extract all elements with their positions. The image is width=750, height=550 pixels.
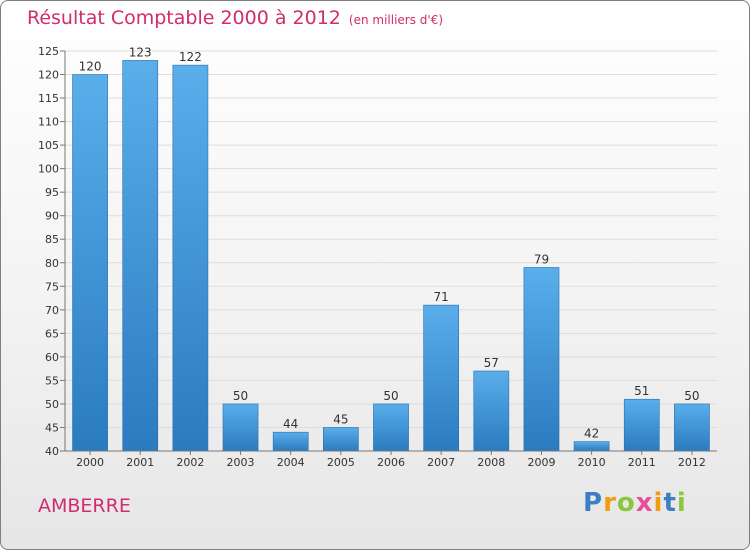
y-tick-label: 115 — [38, 92, 59, 105]
proxiti-logo: Proxiti — [583, 488, 687, 518]
bar-value-label: 50 — [684, 389, 699, 403]
bar-value-label: 79 — [534, 252, 549, 266]
x-tick-label: 2005 — [327, 456, 355, 469]
x-tick-label: 2004 — [277, 456, 305, 469]
bar — [523, 267, 560, 452]
title-text: Résultat Comptable 2000 à 2012 — [27, 7, 341, 29]
bars: 120 123 122 50 44 45 50 71 57 79 42 51 50 — [72, 45, 710, 452]
logo-letter: P — [583, 488, 604, 518]
title-unit: (en milliers d'€) — [348, 13, 444, 27]
bar — [72, 74, 108, 452]
bar-value-label: 71 — [434, 290, 449, 304]
bar — [172, 64, 209, 452]
y-tick-label: 110 — [38, 116, 59, 129]
y-tick-label: 80 — [45, 257, 59, 270]
y-tick-label: 105 — [38, 139, 59, 152]
x-tick-label: 2007 — [427, 456, 455, 469]
bar-value-label: 120 — [79, 60, 102, 74]
logo-letter: o — [616, 488, 636, 518]
logo-letter: t — [663, 488, 677, 518]
bar-chart: 4045505560657075808590951001051101151201… — [38, 45, 717, 469]
x-tick-label: 2009 — [527, 456, 555, 469]
y-tick-label: 45 — [45, 421, 59, 434]
bar — [373, 403, 409, 452]
x-tick-label: 2010 — [578, 456, 606, 469]
x-tick-label: 2003 — [227, 456, 255, 469]
bar — [222, 403, 259, 452]
x-tick-label: 2001 — [126, 456, 154, 469]
y-tick-label: 125 — [38, 45, 59, 58]
logo-letter: r — [603, 488, 617, 518]
y-tick-label: 95 — [45, 186, 59, 199]
bar — [272, 431, 309, 452]
city-name: AMBERRE — [38, 495, 131, 517]
y-tick-label: 90 — [45, 210, 59, 223]
bar — [473, 370, 510, 452]
y-axis: 40 45 50 55 60 65 70 75 80 85 90 95 100 105 110 115 120 1… — [38, 45, 66, 458]
y-tick-label: 120 — [38, 69, 59, 82]
bar-value-label: 50 — [233, 389, 248, 403]
bar — [674, 403, 710, 452]
chart-title: Résultat Comptable 2000 à 2012 (en millie… — [27, 7, 443, 29]
bar-value-label: 50 — [383, 389, 398, 403]
logo-letter: i — [653, 488, 664, 518]
y-tick-label: 60 — [45, 351, 59, 364]
bar-value-label: 51 — [634, 384, 649, 398]
bar-value-label: 42 — [584, 427, 599, 441]
bar-value-label: 122 — [179, 50, 202, 64]
bar — [623, 398, 660, 452]
x-tick-label: 2011 — [628, 456, 656, 469]
x-tick-label: 2002 — [176, 456, 204, 469]
y-tick-label: 50 — [45, 398, 59, 411]
y-tick-label: 70 — [45, 304, 59, 317]
x-axis: 2000 2001 2002 2003 2004 2005 2006 2007 2008 2009… — [65, 450, 717, 469]
y-tick-label: 75 — [45, 280, 59, 293]
bar-value-label: 57 — [484, 356, 499, 370]
x-tick-label: 2000 — [76, 456, 104, 469]
x-tick-label: 2008 — [477, 456, 505, 469]
y-tick-label: 85 — [45, 233, 59, 246]
bar — [122, 60, 159, 452]
y-tick-label: 55 — [45, 374, 59, 387]
y-tick-label: 65 — [45, 327, 59, 340]
y-tick-label: 100 — [38, 163, 59, 176]
bar-value-label: 45 — [333, 412, 348, 426]
x-tick-label: 2012 — [678, 456, 706, 469]
logo-letter: x — [635, 488, 654, 518]
bar — [423, 304, 460, 452]
logo-letter: i — [676, 488, 687, 518]
y-tick-label: 40 — [45, 445, 59, 458]
bar — [322, 427, 359, 452]
bar-value-label: 123 — [129, 45, 152, 59]
bar-value-label: 44 — [283, 417, 298, 431]
bar — [573, 441, 610, 452]
x-tick-label: 2006 — [377, 456, 405, 469]
